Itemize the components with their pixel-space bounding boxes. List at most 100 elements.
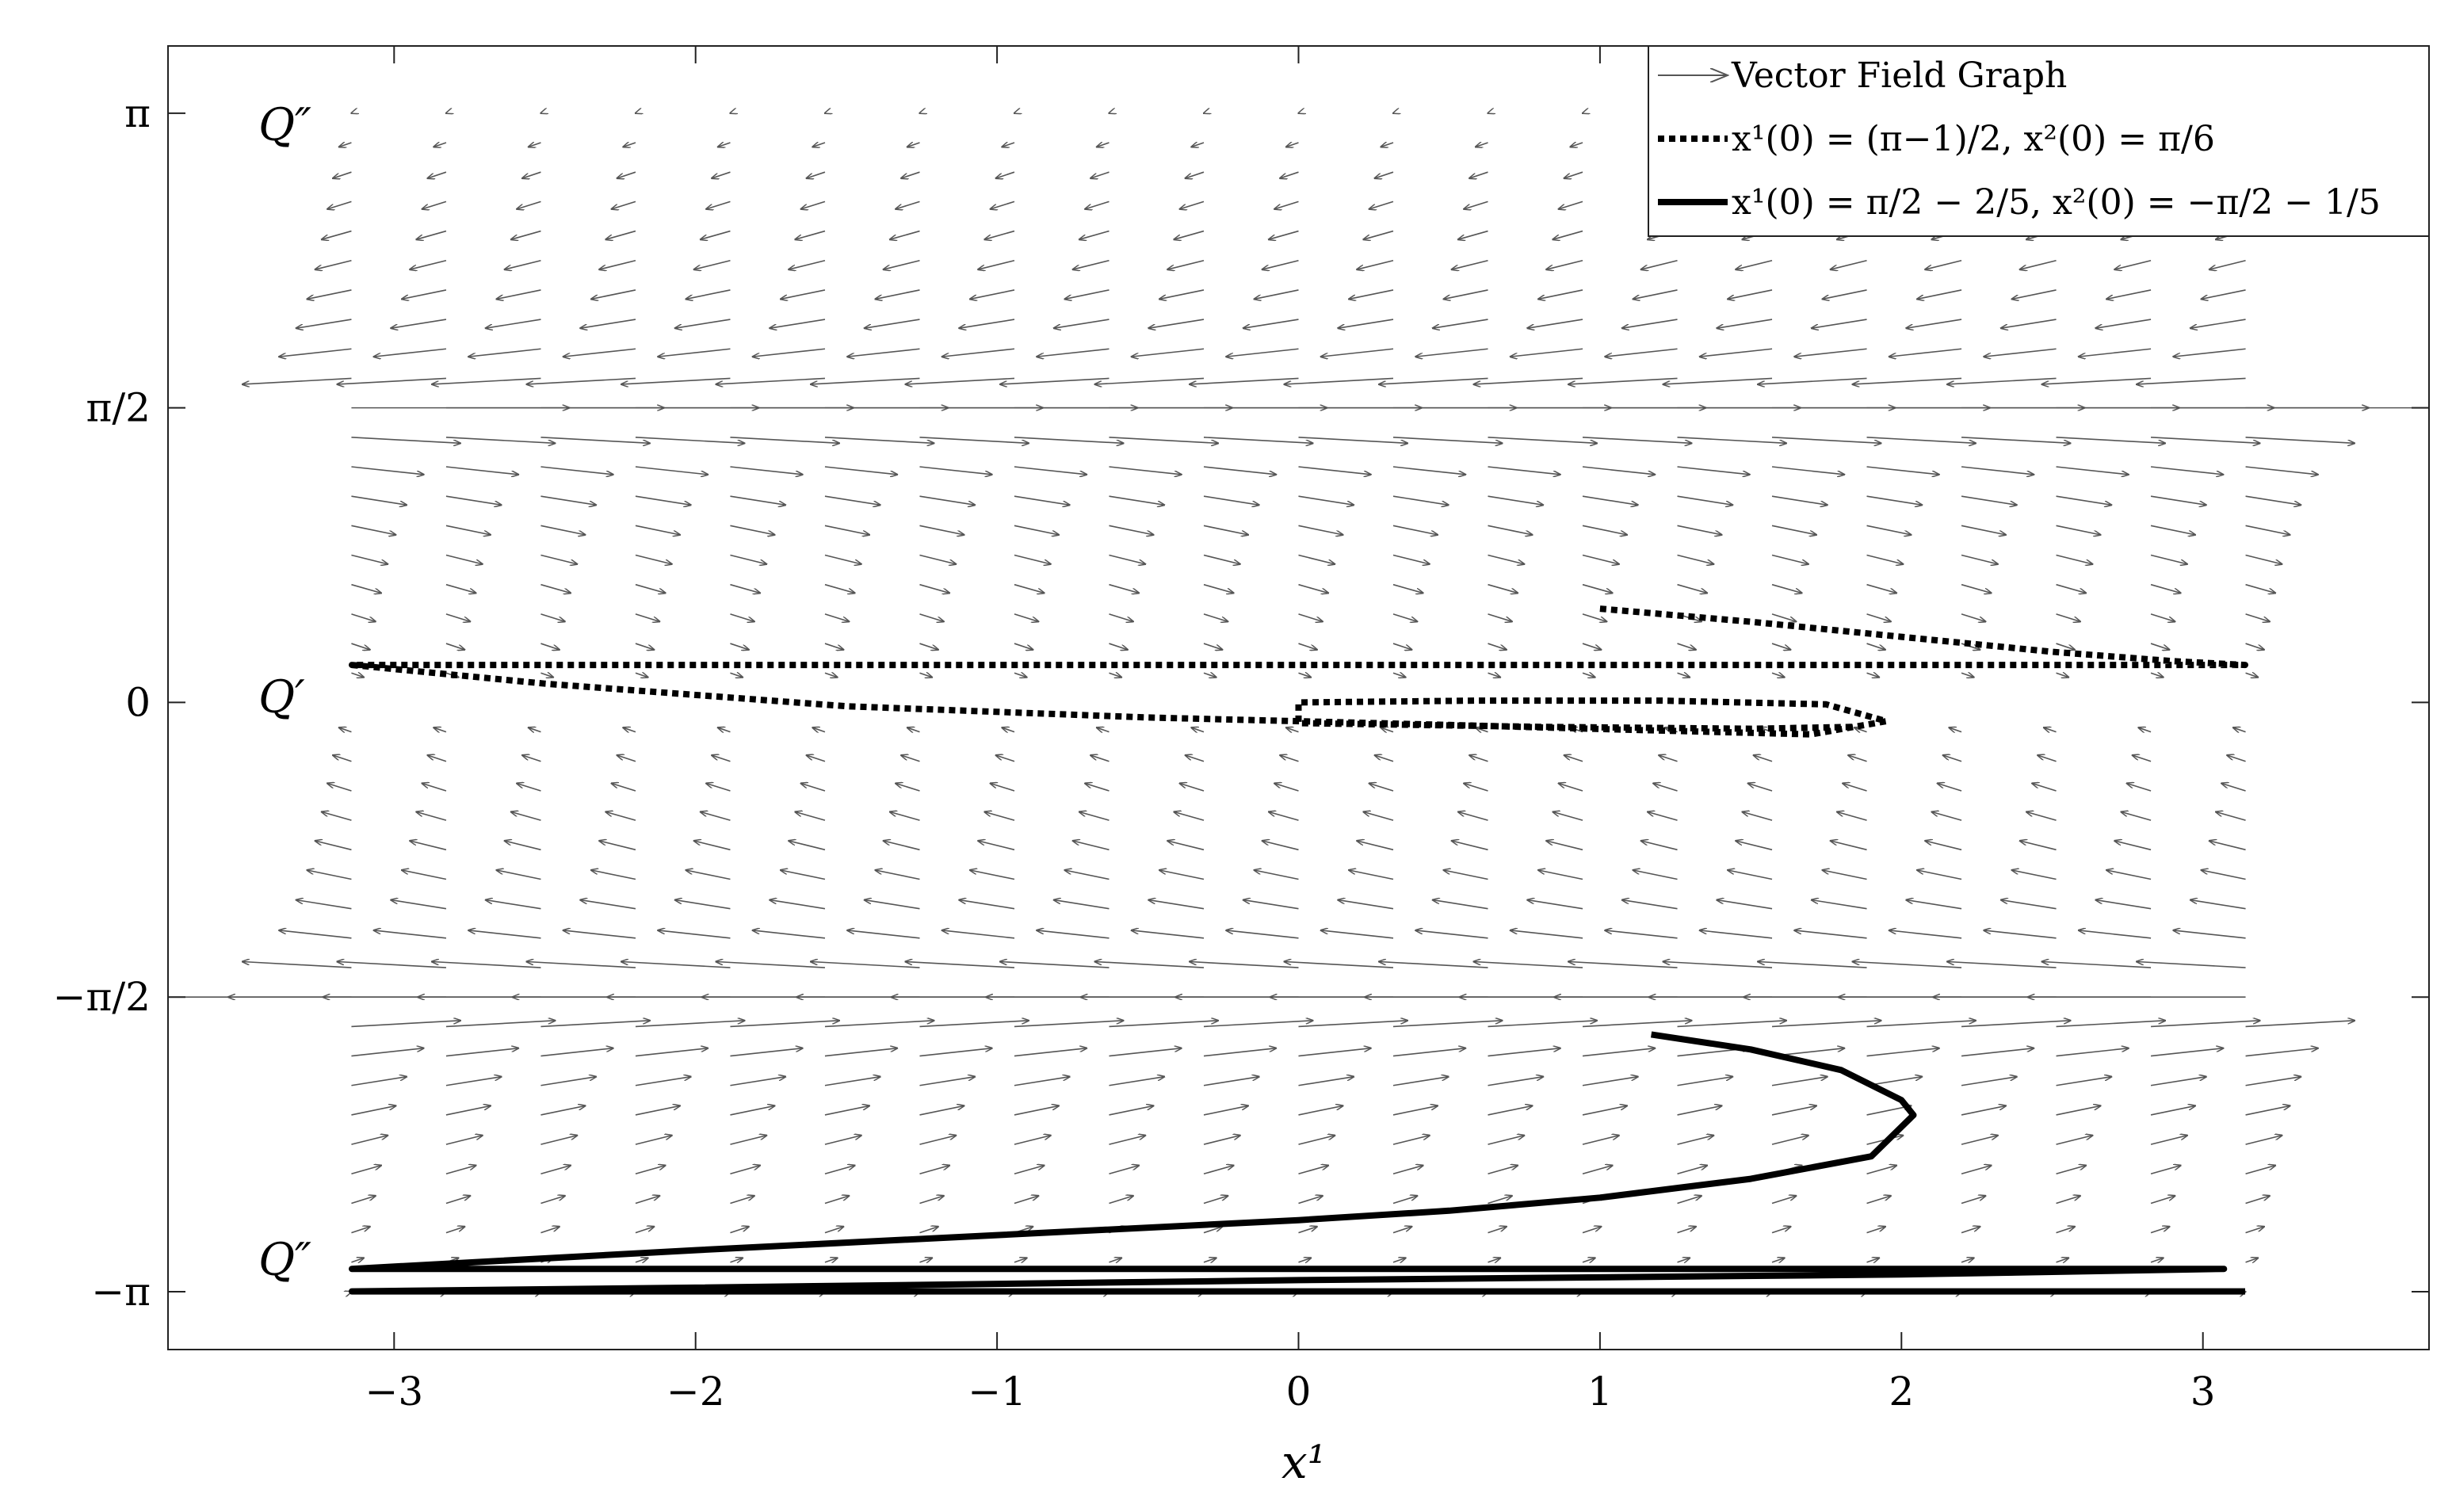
vector-arrow — [416, 811, 446, 820]
vector-arrow — [730, 673, 743, 677]
vector-arrow — [2202, 870, 2246, 880]
vector-arrow — [1393, 467, 1465, 475]
vector-arrow — [1363, 231, 1393, 240]
vector-arrow — [1109, 1166, 1139, 1174]
vector-arrow — [612, 201, 636, 208]
vector-arrow — [694, 261, 731, 269]
vector-arrow — [1109, 1136, 1145, 1144]
vector-arrow — [2079, 930, 2151, 938]
vector-arrow — [1415, 349, 1488, 357]
vector-arrow — [1393, 1166, 1423, 1174]
vector-arrow — [1191, 143, 1204, 147]
vector-arrow — [2246, 556, 2282, 564]
vector-arrow — [2216, 811, 2246, 820]
vector-arrow — [339, 143, 352, 147]
vector-arrow — [1299, 1196, 1323, 1203]
vector-arrow — [781, 290, 825, 300]
vector-arrow — [1065, 870, 1110, 880]
vector-arrow — [1823, 870, 1867, 880]
vector-arrow — [1867, 614, 1891, 621]
vector-arrow — [1754, 755, 1772, 762]
vector-arrow — [1444, 870, 1488, 880]
vector-arrow — [1605, 930, 1677, 938]
vector-arrow — [1393, 556, 1430, 564]
vector-arrow — [1772, 496, 1828, 505]
vector-arrow — [1772, 525, 1816, 535]
vector-arrow — [540, 1166, 571, 1174]
vector-arrow — [1014, 1136, 1051, 1144]
vector-arrow — [410, 261, 446, 269]
vector-arrow — [2042, 378, 2152, 384]
vector-arrow — [540, 467, 613, 475]
vector-arrow — [2121, 811, 2151, 820]
vector-arrow — [391, 900, 446, 909]
vector-arrow — [432, 961, 541, 968]
vector-arrow — [1255, 290, 1299, 300]
vector-arrow — [1961, 585, 1992, 594]
vector-arrow — [1938, 783, 1961, 790]
vector-arrow — [636, 1077, 691, 1086]
vector-arrow — [825, 643, 843, 650]
vector-arrow — [446, 1136, 483, 1144]
vector-arrow — [1843, 783, 1866, 790]
vector-arrow — [636, 673, 648, 677]
vector-arrow — [351, 1258, 364, 1262]
vector-arrow — [422, 201, 446, 208]
vector-arrow — [351, 1227, 369, 1233]
vector-arrow — [1299, 1136, 1335, 1144]
vector-arrow — [433, 727, 446, 731]
vector-arrow — [1583, 467, 1655, 475]
vector-arrow — [526, 961, 636, 968]
vector-arrow — [1867, 585, 1897, 594]
vector-arrow — [970, 870, 1014, 880]
vector-arrow — [1014, 1166, 1045, 1174]
vector-arrow — [1109, 556, 1145, 564]
vector-arrow — [1204, 556, 1240, 564]
vector-arrow — [2012, 290, 2057, 300]
vector-arrow — [2057, 1258, 2069, 1262]
trajectory-layer — [352, 609, 2245, 1292]
vector-arrow — [1568, 961, 1678, 968]
vector-arrow — [563, 930, 636, 938]
vector-arrow — [2133, 755, 2151, 762]
vector-arrow — [402, 870, 446, 880]
vector-arrow — [1984, 930, 2056, 938]
vector-arrow — [825, 673, 838, 677]
vector-arrow — [505, 841, 541, 850]
vector-arrow — [1159, 290, 1204, 300]
vector-arrow — [1148, 319, 1204, 328]
vector-arrow — [1269, 811, 1299, 820]
vector-arrow — [781, 870, 825, 880]
vector-arrow — [2151, 1021, 2260, 1027]
vector-arrow — [540, 556, 577, 564]
vector-arrow — [636, 1105, 680, 1115]
vector-arrow — [1583, 1258, 1595, 1262]
vector-arrow — [1393, 1227, 1411, 1233]
vector-arrow — [1663, 961, 1772, 968]
vector-arrow — [351, 1048, 423, 1056]
vector-arrow — [1583, 1021, 1692, 1027]
vector-arrow — [1867, 525, 1912, 535]
vector-arrow — [876, 870, 920, 880]
vector-arrow — [825, 467, 897, 475]
vector-arrow — [1678, 496, 1733, 505]
vector-arrow — [2137, 378, 2246, 384]
vector-arrow — [730, 1105, 774, 1115]
vector-arrow — [1488, 585, 1518, 594]
vector-arrow — [2106, 870, 2151, 880]
vector-arrow — [333, 755, 351, 762]
vector-arrow — [919, 1166, 949, 1174]
vector-arrow — [1867, 1048, 1939, 1056]
vector-arrow — [812, 143, 825, 147]
vector-arrow — [959, 319, 1014, 328]
vector-arrow — [446, 1021, 556, 1027]
vector-arrow — [2137, 961, 2246, 968]
vector-arrow — [1090, 755, 1109, 762]
vector-arrow — [876, 290, 920, 300]
vector-arrow — [1204, 1077, 1259, 1086]
vector-arrow — [2246, 1166, 2276, 1174]
vector-arrow — [1527, 900, 1583, 909]
vector-arrow — [540, 1136, 577, 1144]
vector-arrow — [1321, 349, 1393, 357]
